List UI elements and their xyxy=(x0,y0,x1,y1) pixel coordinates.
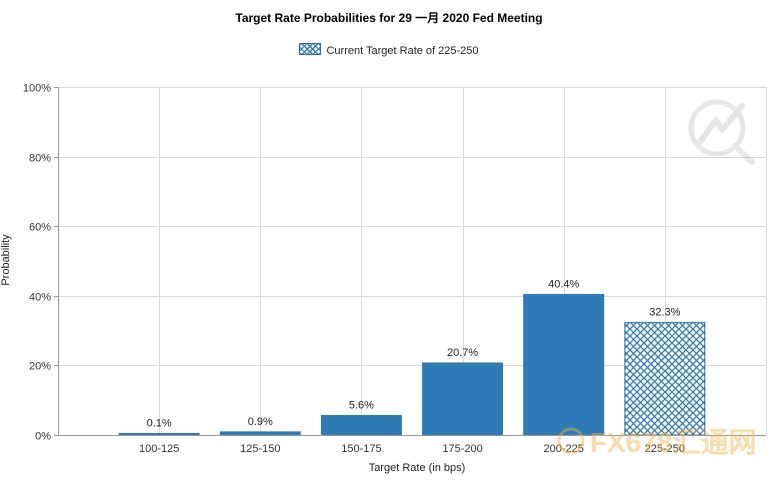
watermark-brand: FX678汇通网 xyxy=(557,427,757,458)
y-axis-title: Probability xyxy=(0,234,12,286)
axes: 0% 20% 40% 60% 80% 100% 100-125 125-150 150-175 1… xyxy=(23,83,766,455)
y-tick-label: 20% xyxy=(29,361,51,373)
watermark-logo-icon xyxy=(688,99,755,165)
bar-value-label: 40.4% xyxy=(548,278,579,290)
chart-legend: Current Target Rate of 225-250 xyxy=(0,43,778,57)
chart-title: Target Rate Probabilities for 29 一月 2020… xyxy=(235,11,543,25)
bars xyxy=(118,293,706,436)
x-tick-label: 100-125 xyxy=(139,443,179,455)
watermark-circle-icon xyxy=(557,427,585,455)
x-tick-label: 175-200 xyxy=(442,443,482,455)
x-tick-label: 225-250 xyxy=(645,443,685,455)
y-tick-label: 60% xyxy=(29,222,51,234)
legend-hatch-swatch xyxy=(299,43,322,55)
bar-value-label: 5.6% xyxy=(349,400,374,412)
bar-value-label: 20.7% xyxy=(447,347,478,359)
bar xyxy=(118,433,200,436)
x-tick-label: 150-175 xyxy=(341,443,381,455)
legend-label: Current Target Rate of 225-250 xyxy=(326,45,479,57)
data-labels: 0.1% 0.9% 5.6% 20.7% 40.4% 32.3% xyxy=(147,278,681,429)
y-tick-label: 80% xyxy=(29,153,51,165)
bar-value-label: 0.1% xyxy=(147,418,172,430)
bar xyxy=(320,415,402,436)
watermark-text: FX678汇通网 xyxy=(590,427,757,458)
bar xyxy=(219,431,301,436)
y-tick-label: 100% xyxy=(23,83,51,95)
bar-hatched xyxy=(624,322,706,436)
bar-value-label: 32.3% xyxy=(649,307,680,319)
x-axis-title: Target Rate (in bps) xyxy=(369,462,466,474)
bar-value-label: 0.9% xyxy=(248,416,273,428)
x-tick-label: 200-225 xyxy=(544,443,584,455)
bar xyxy=(523,293,605,436)
x-tick-label: 125-150 xyxy=(240,443,280,455)
y-tick-label: 40% xyxy=(29,292,51,304)
bar xyxy=(422,362,504,436)
y-tick-label: 0% xyxy=(35,431,51,443)
